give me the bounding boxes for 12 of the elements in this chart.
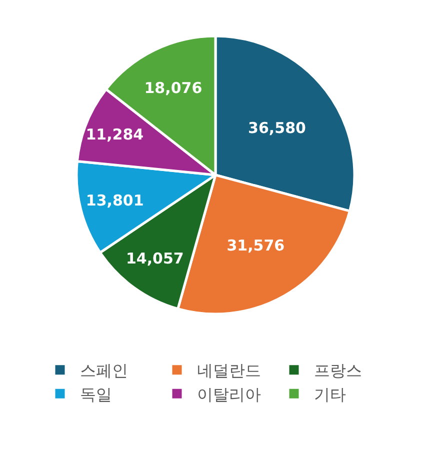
legend-label: 독일 (80, 384, 112, 404)
legend-label: 이탈리아 (197, 384, 261, 404)
data-label: 18,076 (144, 79, 202, 98)
data-label: 13,801 (86, 191, 144, 210)
data-label: 11,284 (86, 125, 144, 144)
legend-label: 프랑스 (314, 361, 362, 380)
data-label: 36,580 (248, 118, 306, 137)
legend-label: 기타 (314, 384, 346, 404)
legend-label: 네덜란드 (197, 361, 261, 380)
data-label: 14,057 (126, 250, 184, 268)
legend-label: 스페인 (80, 361, 128, 380)
data-label: 31,576 (226, 236, 285, 255)
